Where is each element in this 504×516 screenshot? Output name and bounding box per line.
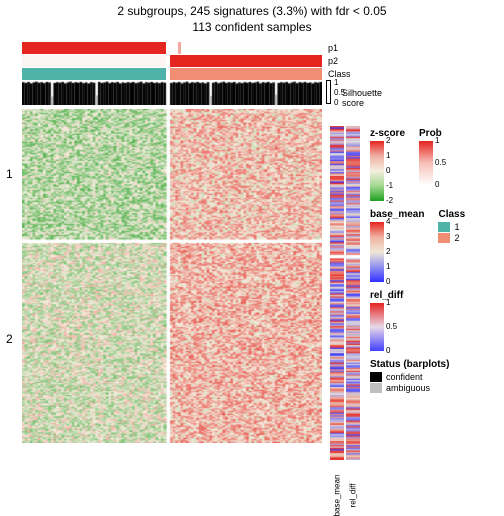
zscore-gradient [370, 141, 384, 201]
legend-reldiff: rel_diff 10.50 [370, 290, 500, 351]
side-base-mean: base_mean [330, 126, 344, 460]
silhouette-label: Silhouette score [342, 88, 382, 108]
anno-class [22, 68, 322, 80]
basemean-ticks: 43210 [384, 222, 404, 282]
side-rel-diff: rel_diff [346, 126, 360, 460]
legend-zscore: z-score 210-1-2 [370, 128, 405, 201]
side-base-mean-label: base_mean [333, 475, 342, 516]
heatmap: 1 2 [22, 109, 322, 443]
class-items: 12 [438, 222, 465, 243]
anno-silhouette [22, 81, 322, 105]
heatmap-canvas [22, 109, 322, 443]
row-side-annotations: base_mean rel_diff [330, 126, 360, 460]
title-line-1: 2 subgroups, 245 signatures (3.3%) with … [0, 4, 504, 20]
side-rel-diff-canvas [346, 126, 360, 460]
label-class: Class [328, 68, 351, 81]
label-p2: p2 [328, 55, 351, 68]
row-group-1-label: 1 [6, 167, 13, 181]
zscore-ticks: 210-1-2 [384, 141, 404, 201]
top-annotations [22, 42, 322, 105]
anno-labels: p1 p2 Class [328, 42, 351, 81]
basemean-gradient [370, 222, 384, 282]
reldiff-gradient [370, 303, 384, 351]
chart-title: 2 subgroups, 245 signatures (3.3%) with … [0, 0, 504, 35]
prob-gradient [419, 141, 433, 185]
label-p1: p1 [328, 42, 351, 55]
legend-status: Status (barplots) confidentambiguous [370, 359, 500, 393]
anno-p2 [22, 55, 322, 67]
row-group-2-label: 2 [6, 332, 13, 346]
side-base-mean-canvas [330, 126, 344, 460]
prob-ticks: 10.50 [433, 141, 453, 185]
legend-prob: Prob 10.50 [419, 128, 453, 201]
anno-p1 [22, 42, 322, 54]
title-line-2: 113 confident samples [0, 20, 504, 36]
legend-class: Class 12 [438, 209, 465, 282]
legend-basemean: base_mean 43210 [370, 209, 424, 282]
reldiff-ticks: 10.50 [384, 303, 404, 351]
status-items: confidentambiguous [370, 372, 500, 393]
legends: z-score 210-1-2 Prob 10.50 base_mean 432… [370, 128, 500, 401]
main-panel: 1 2 [22, 42, 322, 443]
silhouette-canvas [22, 81, 322, 105]
